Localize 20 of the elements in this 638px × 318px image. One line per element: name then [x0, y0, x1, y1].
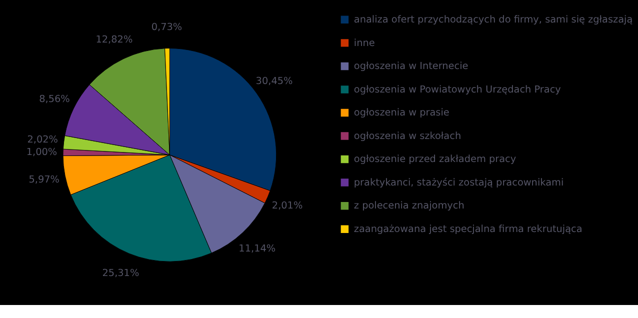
- data-label: 11,14%: [238, 243, 276, 254]
- data-label: 12,82%: [96, 34, 133, 46]
- legend-label: praktykanci, stażyści zostają pracownikami: [354, 177, 564, 188]
- legend-label: ogłoszenia w prasie: [354, 108, 450, 119]
- legend-label: analiza ofert przychodzących do firmy, sami się zgłaszają: [354, 14, 633, 26]
- data-label: 1,00%: [26, 146, 58, 158]
- data-label: 2,02%: [27, 134, 58, 146]
- data-label: 2,01%: [272, 200, 303, 212]
- legend-label: ogłoszenia w Powiatowych Urzędach Pracy: [354, 84, 562, 96]
- data-label: 5,97%: [28, 174, 60, 186]
- legend-label: ogłoszenia w Internecie: [354, 61, 468, 72]
- legend-label: z polecenia znajomych: [354, 200, 464, 212]
- data-label: 30,45%: [256, 76, 293, 88]
- legend-label: ogłoszenie przed zakładem pracy: [354, 154, 516, 166]
- data-label: 8,56%: [39, 94, 70, 106]
- legend-label: zaangażowana jest specjalna firma rekrutująca: [354, 224, 582, 236]
- legend-label: ogłoszenia w szkołach: [354, 130, 462, 142]
- data-label: 25,31%: [102, 268, 140, 280]
- data-label: 0,73%: [151, 22, 182, 33]
- legend-label: inne: [354, 38, 375, 49]
